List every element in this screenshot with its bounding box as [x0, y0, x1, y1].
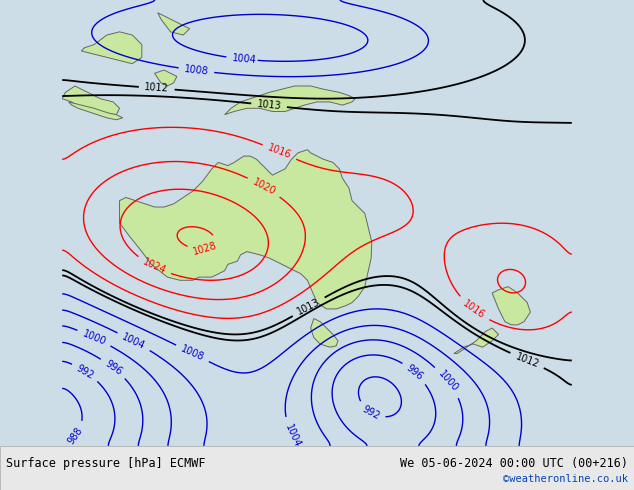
- Text: 992: 992: [361, 404, 382, 421]
- Text: 1000: 1000: [436, 369, 460, 394]
- Text: 1004: 1004: [231, 53, 257, 65]
- Text: 1020: 1020: [251, 177, 277, 197]
- Text: 1012: 1012: [514, 351, 540, 369]
- Text: 1013: 1013: [256, 99, 281, 111]
- Polygon shape: [62, 86, 120, 115]
- Text: 1000: 1000: [81, 328, 107, 347]
- Text: We 05-06-2024 00:00 UTC (00+216): We 05-06-2024 00:00 UTC (00+216): [399, 457, 628, 469]
- Text: 1028: 1028: [192, 240, 219, 257]
- Text: 996: 996: [404, 363, 425, 382]
- Text: 1024: 1024: [141, 257, 167, 276]
- Text: 1013: 1013: [295, 297, 322, 317]
- Text: 1004: 1004: [283, 422, 302, 449]
- Polygon shape: [311, 318, 338, 347]
- Text: 1016: 1016: [461, 298, 487, 320]
- Polygon shape: [120, 150, 372, 309]
- Polygon shape: [68, 102, 123, 120]
- Polygon shape: [158, 13, 190, 35]
- Text: 1008: 1008: [179, 344, 205, 363]
- Text: 996: 996: [103, 359, 124, 377]
- Polygon shape: [492, 287, 531, 325]
- Text: 1016: 1016: [266, 143, 293, 161]
- Text: 1012: 1012: [144, 82, 169, 94]
- Text: 992: 992: [75, 363, 96, 381]
- Text: 988: 988: [66, 425, 85, 446]
- Text: ©weatheronline.co.uk: ©weatheronline.co.uk: [503, 474, 628, 484]
- Polygon shape: [155, 70, 177, 86]
- Text: Surface pressure [hPa] ECMWF: Surface pressure [hPa] ECMWF: [6, 457, 206, 469]
- Polygon shape: [454, 328, 498, 354]
- Text: 1004: 1004: [120, 332, 147, 351]
- Polygon shape: [224, 86, 355, 115]
- Text: 1008: 1008: [184, 64, 209, 77]
- Polygon shape: [81, 32, 142, 64]
